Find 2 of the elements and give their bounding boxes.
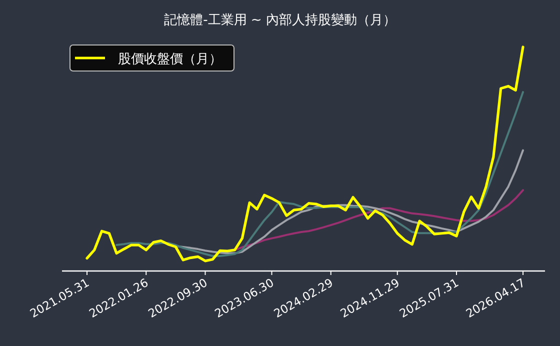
chart-title: 記憶體-工業用 ~ 內部人持股變動（月） <box>164 13 396 28</box>
legend-label: 股價收盤價（月） <box>118 52 222 67</box>
